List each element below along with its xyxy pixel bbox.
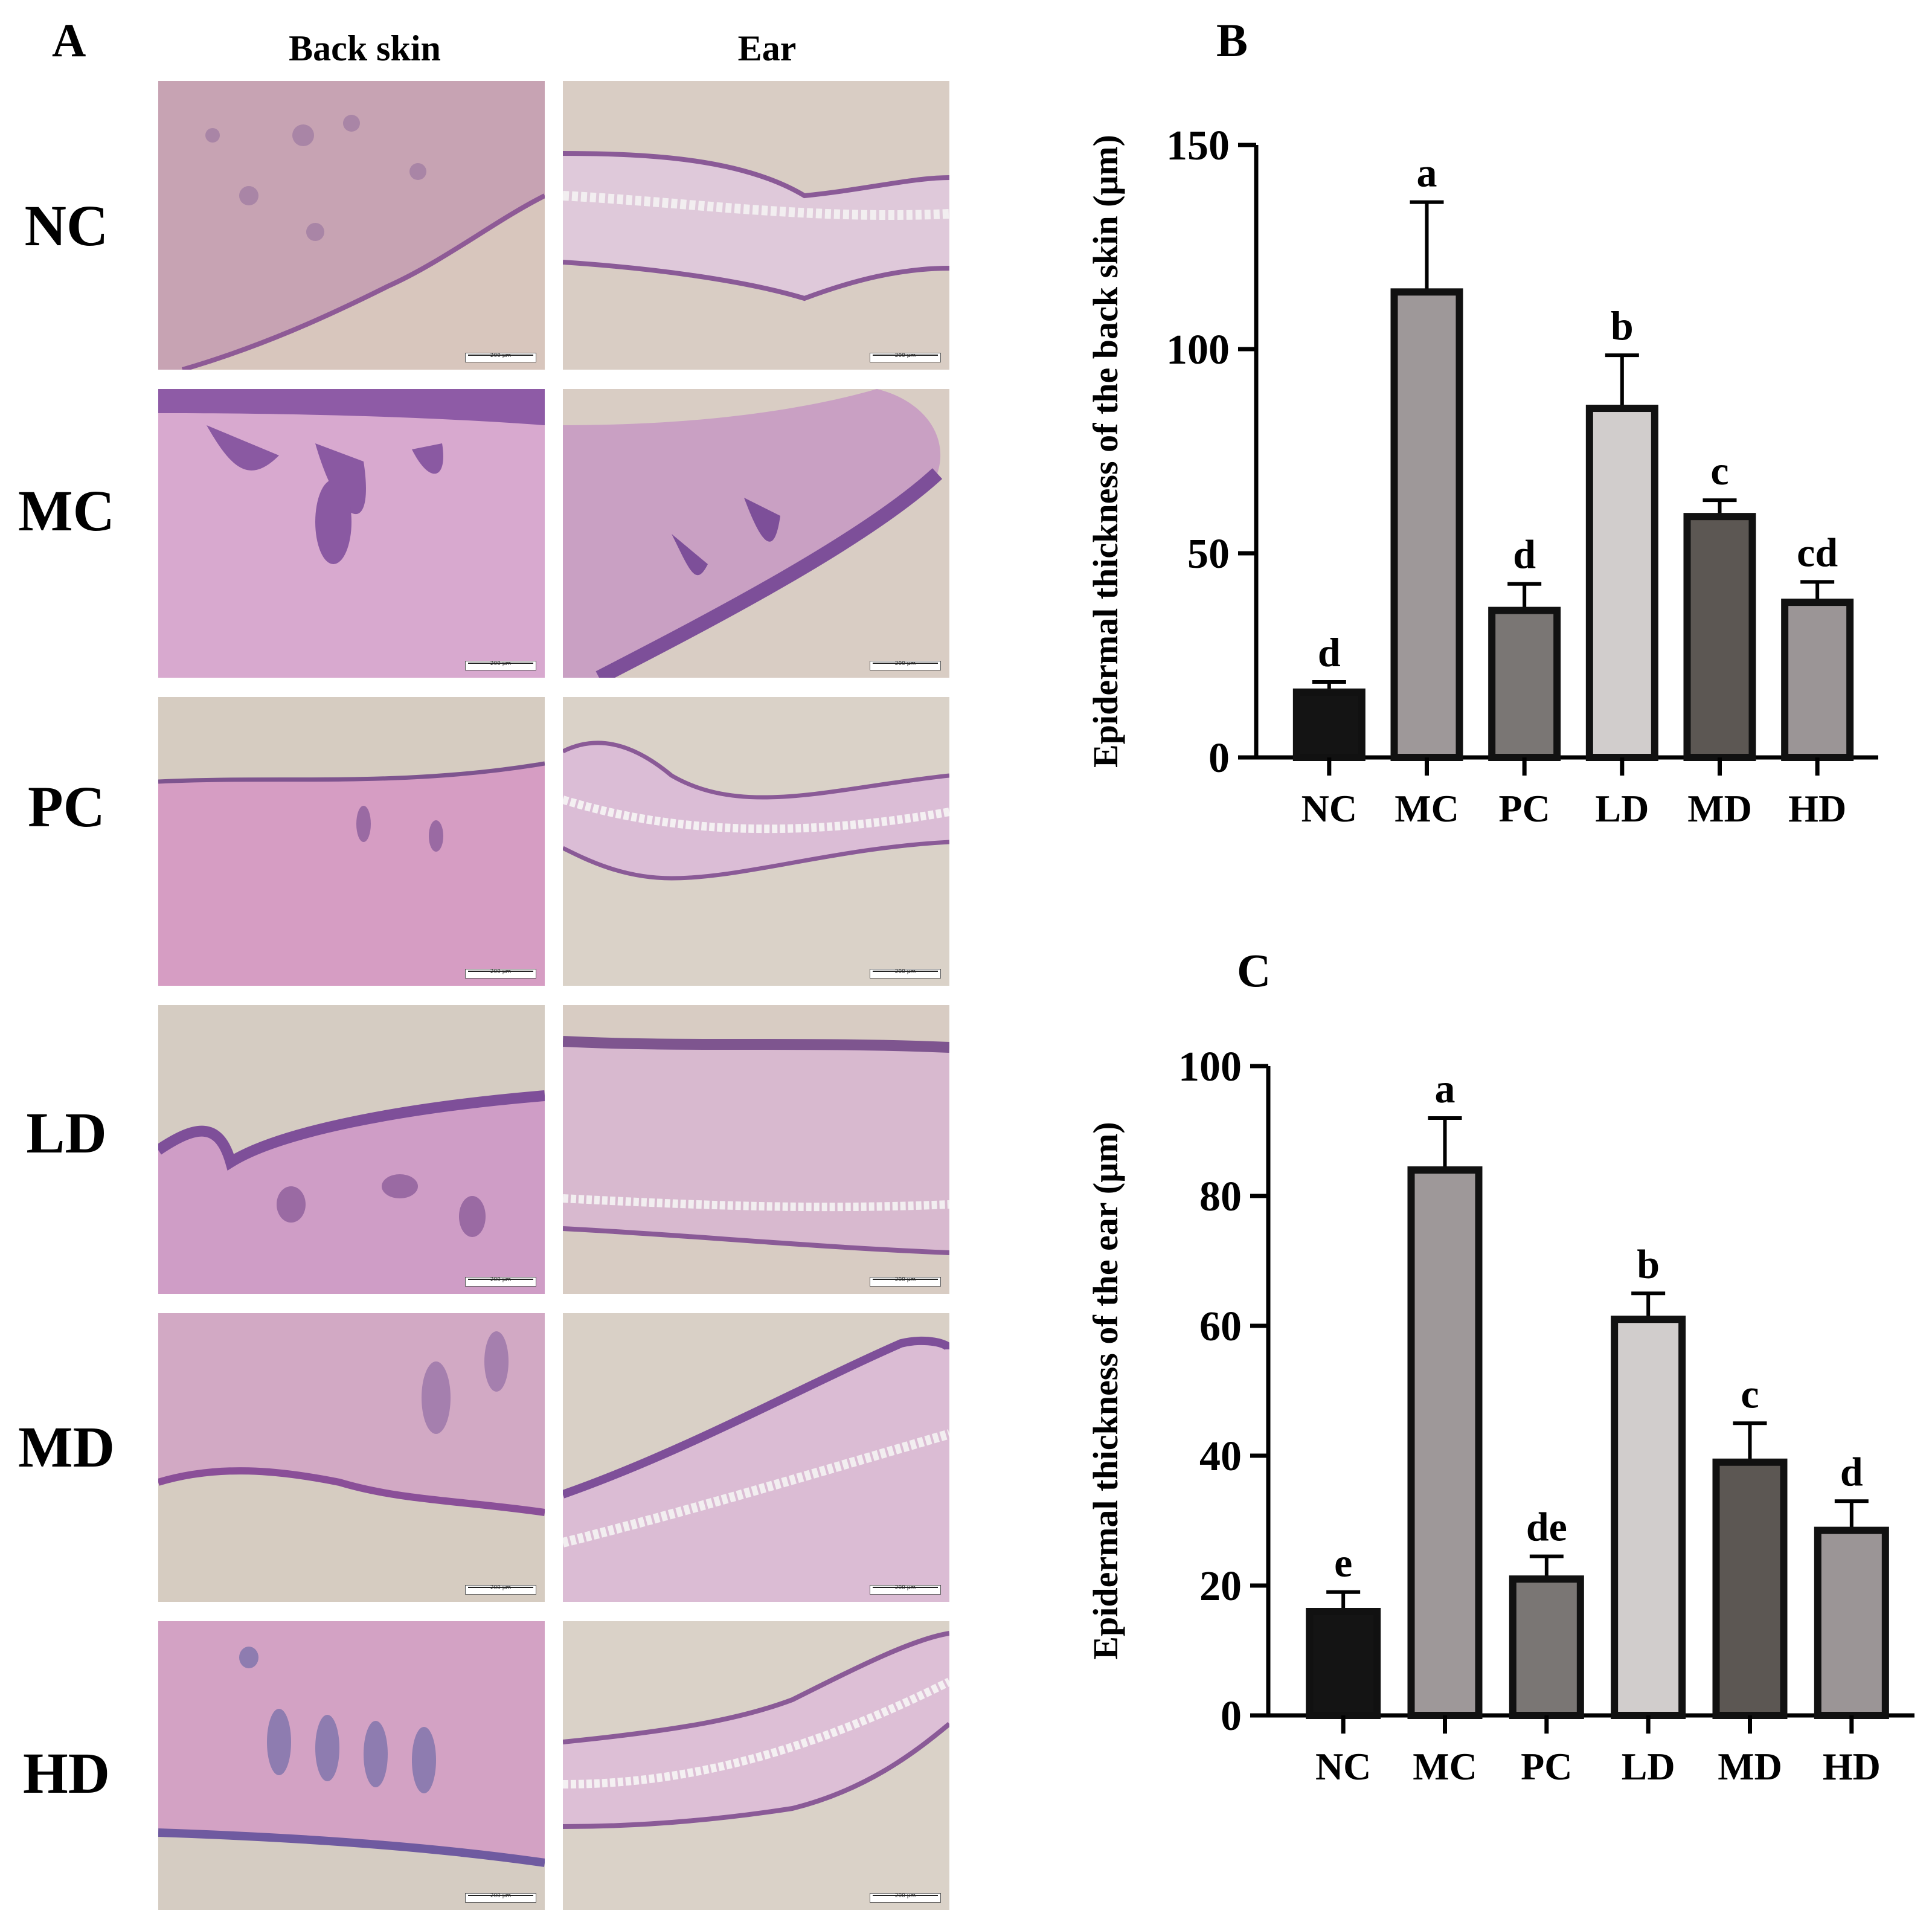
micrograph-ld-ear: 200 μm (563, 1005, 949, 1294)
significance-letter: e (1334, 1540, 1352, 1586)
significance-letter: d (1840, 1448, 1863, 1494)
micrograph-hd-back-skin: 200 μm (158, 1621, 545, 1910)
significance-letter: a (1417, 150, 1437, 196)
bar-nc (1292, 688, 1366, 761)
scale-bar: 200 μm (870, 661, 941, 670)
scale-bar: 200 μm (465, 969, 536, 979)
scale-bar: 200 μm (870, 1277, 941, 1287)
micrograph-mc-ear: 200 μm (563, 389, 949, 678)
bar-nc (1306, 1608, 1381, 1719)
significance-letter: b (1611, 303, 1634, 349)
bar-ld (1611, 1316, 1686, 1719)
bar-md (1683, 513, 1756, 761)
significance-letter: c (1710, 448, 1728, 493)
micrograph-nc-ear: 200 μm (563, 81, 949, 370)
column-header-ear: Ear (737, 28, 797, 68)
x-tick-label: PC (1499, 787, 1550, 830)
scale-bar: 200 μm (870, 353, 941, 362)
panel-label-b: B (1216, 14, 1248, 66)
y-tick-label: 0 (1221, 1693, 1242, 1740)
x-tick-label: MD (1718, 1745, 1782, 1788)
y-tick-label: 50 (1187, 531, 1230, 577)
scale-bar: 200 μm (870, 1585, 941, 1595)
row-label-mc: MC (18, 478, 115, 543)
x-tick-label: HD (1823, 1745, 1881, 1788)
micrograph-pc-back-skin: 200 μm (158, 697, 545, 986)
y-tick-label: 0 (1208, 735, 1230, 782)
y-tick-label: 100 (1166, 327, 1230, 373)
column-header-back-skin: Back skin (289, 28, 441, 68)
bar-hd (1814, 1526, 1889, 1719)
micrograph-mc-back-skin: 200 μm (158, 389, 545, 678)
scale-bar: 200 μm (465, 1585, 536, 1595)
significance-letter: cd (1797, 529, 1838, 575)
bar-pc (1488, 606, 1561, 762)
x-tick-label: LD (1595, 787, 1649, 830)
y-tick-label: 150 (1166, 123, 1230, 169)
micrograph-ld-back-skin: 200 μm (158, 1005, 545, 1294)
row-label-ld: LD (26, 1101, 107, 1165)
bar-ld (1585, 405, 1658, 761)
x-tick-label: MD (1687, 787, 1752, 830)
scale-bar: 200 μm (465, 1277, 536, 1287)
micrograph-md-ear: 200 μm (563, 1313, 949, 1602)
row-label-md: MD (18, 1415, 115, 1479)
significance-letter: d (1513, 532, 1536, 577)
y-tick-label: 80 (1199, 1174, 1242, 1220)
micrograph-md-back-skin: 200 μm (158, 1313, 545, 1602)
scale-bar: 200 μm (870, 1893, 941, 1903)
bar-md (1712, 1458, 1788, 1719)
scale-bar: 200 μm (465, 353, 536, 362)
significance-letter: d (1318, 629, 1341, 675)
panel-label-a: A (52, 14, 86, 66)
micrograph-hd-ear: 200 μm (563, 1621, 949, 1910)
significance-letter: b (1637, 1241, 1660, 1287)
micrograph-pc-ear: 200 μm (563, 697, 949, 986)
y-tick-label: 60 (1199, 1303, 1242, 1350)
scale-bar: 200 μm (870, 969, 941, 979)
y-tick-label: 100 (1178, 1044, 1242, 1090)
x-tick-label: PC (1521, 1745, 1572, 1788)
x-tick-label: NC (1301, 787, 1357, 830)
bar-hd (1781, 599, 1854, 761)
significance-letter: a (1435, 1065, 1455, 1111)
chart-ear: 0 20 40 60 80 100 Epidermal thickness of the e… (1086, 1044, 1914, 1788)
x-tick-label: HD (1788, 787, 1846, 830)
scale-bar: 200 μm (465, 1893, 536, 1903)
y-tick-label: 40 (1199, 1433, 1242, 1480)
x-tick-label: MC (1413, 1745, 1477, 1788)
chart-back-skin: 0 50 100 150 Epidermal thickness of the back… (1086, 123, 1878, 830)
y-axis-title: Epidermal thickness of the back skin (μm… (1086, 135, 1125, 768)
x-tick-label: NC (1315, 1745, 1371, 1788)
x-tick-label: LD (1622, 1745, 1675, 1788)
bar-pc (1509, 1575, 1584, 1719)
bar-mc (1390, 288, 1463, 761)
micrograph-nc-back-skin: 200 μm (158, 81, 545, 370)
row-label-nc: NC (24, 193, 109, 258)
significance-letter: c (1741, 1371, 1759, 1416)
x-tick-label: MC (1394, 787, 1459, 830)
y-tick-label: 20 (1199, 1563, 1242, 1610)
y-axis-title: Epidermal thickness of the ear (μm) (1086, 1122, 1125, 1659)
scale-bar: 200 μm (465, 661, 536, 670)
significance-letter: de (1526, 1504, 1567, 1550)
row-label-pc: PC (28, 774, 105, 839)
bar-mc (1407, 1166, 1483, 1719)
panel-label-c: C (1237, 944, 1271, 997)
row-label-hd: HD (23, 1741, 110, 1805)
